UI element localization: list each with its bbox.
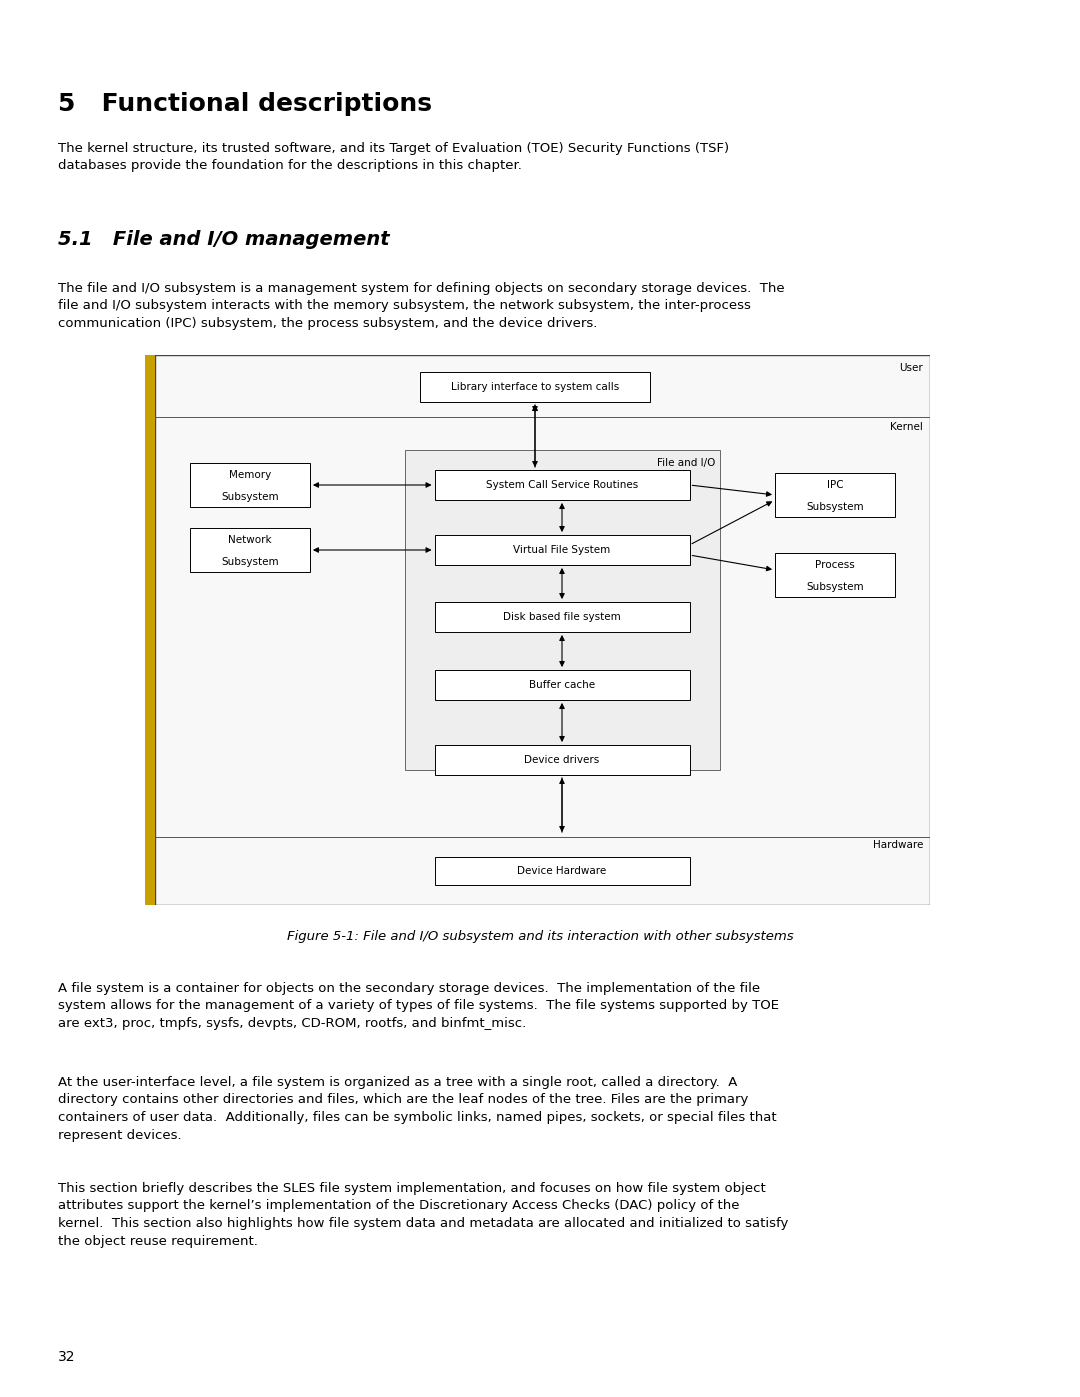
- Text: File and I/O: File and I/O: [657, 458, 715, 468]
- Bar: [405, 450, 720, 770]
- Text: 5   Functional descriptions: 5 Functional descriptions: [58, 92, 432, 116]
- Text: IPC: IPC: [826, 481, 843, 490]
- Bar: [190, 462, 310, 507]
- Text: Subsystem: Subsystem: [806, 583, 864, 592]
- Bar: [434, 535, 689, 564]
- Text: 32: 32: [58, 1350, 76, 1363]
- Text: The kernel structure, its trusted software, and its Target of Evaluation (TOE) S: The kernel structure, its trusted softwa…: [58, 142, 729, 172]
- Bar: [190, 528, 310, 571]
- Text: Network: Network: [228, 535, 272, 545]
- Text: System Call Service Routines: System Call Service Routines: [486, 481, 638, 490]
- Text: The file and I/O subsystem is a management system for defining objects on second: The file and I/O subsystem is a manageme…: [58, 282, 785, 330]
- Bar: [434, 671, 689, 700]
- Text: Memory: Memory: [229, 469, 271, 481]
- Text: User: User: [900, 363, 923, 373]
- Bar: [434, 602, 689, 631]
- Text: Disk based file system: Disk based file system: [503, 612, 621, 622]
- Text: Subsystem: Subsystem: [221, 492, 279, 502]
- Text: A file system is a container for objects on the secondary storage devices.  The : A file system is a container for objects…: [58, 982, 779, 1030]
- Text: Figure 5-1: File and I/O subsystem and its interaction with other subsystems: Figure 5-1: File and I/O subsystem and i…: [286, 930, 794, 943]
- Text: At the user-interface level, a file system is organized as a tree with a single : At the user-interface level, a file syst…: [58, 1076, 777, 1141]
- Bar: [434, 469, 689, 500]
- Text: Device drivers: Device drivers: [525, 754, 599, 766]
- Text: Hardware: Hardware: [873, 840, 923, 849]
- Text: Virtual File System: Virtual File System: [513, 545, 610, 555]
- Text: Subsystem: Subsystem: [221, 557, 279, 567]
- Text: Library interface to system calls: Library interface to system calls: [450, 381, 619, 393]
- Bar: [434, 856, 689, 886]
- Text: This section briefly describes the SLES file system implementation, and focuses : This section briefly describes the SLES …: [58, 1182, 788, 1248]
- Bar: [775, 553, 895, 597]
- Bar: [420, 372, 650, 402]
- Bar: [145, 355, 156, 905]
- Text: Kernel: Kernel: [890, 422, 923, 432]
- Text: Buffer cache: Buffer cache: [529, 680, 595, 690]
- Bar: [775, 474, 895, 517]
- Text: Subsystem: Subsystem: [806, 502, 864, 511]
- Bar: [434, 745, 689, 775]
- Text: 5.1   File and I/O management: 5.1 File and I/O management: [58, 231, 390, 249]
- Text: Device Hardware: Device Hardware: [517, 866, 607, 876]
- Text: Process: Process: [815, 560, 855, 570]
